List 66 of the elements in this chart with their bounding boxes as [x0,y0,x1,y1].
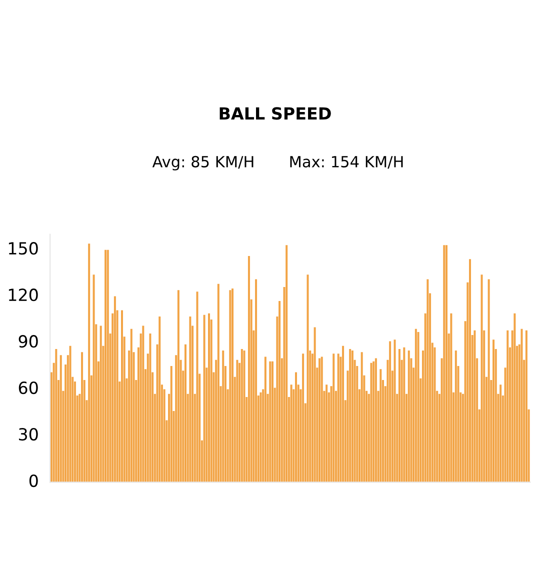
bar [177,290,180,482]
bar [434,347,436,482]
bar [314,327,316,482]
y-tick-label: 60 [18,381,38,394]
bar [236,360,238,482]
bar [306,274,309,482]
bar [360,352,363,482]
bar [417,332,420,482]
bar [349,348,352,482]
bar [295,372,298,482]
bar [414,328,417,482]
bar [92,274,95,482]
bar [158,316,161,482]
bar [69,346,72,482]
y-tick-label: 120 [8,288,38,302]
bar [248,256,250,482]
bar [469,259,472,482]
bar [81,352,84,482]
bar [374,358,377,482]
bar [189,316,192,482]
bar [488,279,490,482]
bar [269,361,272,482]
y-tick-label: 90 [18,335,38,348]
bar [450,313,452,482]
bar [222,350,224,482]
y-tick-label: 0 [29,474,38,488]
bar [232,288,234,482]
bar [372,361,375,482]
bar [398,348,400,482]
bar [454,350,457,482]
bar [290,384,292,482]
bar [520,328,523,482]
bar [403,347,406,482]
bar [278,300,281,482]
bar [184,344,186,482]
bar [342,346,344,482]
y-tick-label: 30 [19,428,38,441]
bar [229,290,232,482]
bar [142,326,144,482]
bar [332,354,335,482]
bar [170,366,172,482]
bar [217,284,220,482]
text: Max: 154 KM/H [290,156,403,169]
bar [326,384,328,482]
bar [264,356,266,482]
bar [389,341,392,482]
bar [203,314,206,482]
bar [196,292,198,482]
bar [100,326,102,482]
bar [408,350,410,482]
bar [426,279,429,482]
bar [445,245,448,482]
bar [514,313,516,482]
bar [492,340,495,482]
y-tick-label: 150 [8,242,38,255]
bar [60,355,62,482]
text: Avg: 85 KM/H [152,156,254,170]
bar [149,333,152,482]
chart-title: BALL SPEED [220,107,331,120]
bar [443,245,446,482]
bar [271,361,274,482]
bar [394,340,396,482]
bar [243,350,246,482]
bar [55,348,58,482]
bar [480,274,483,482]
bar [351,350,354,482]
